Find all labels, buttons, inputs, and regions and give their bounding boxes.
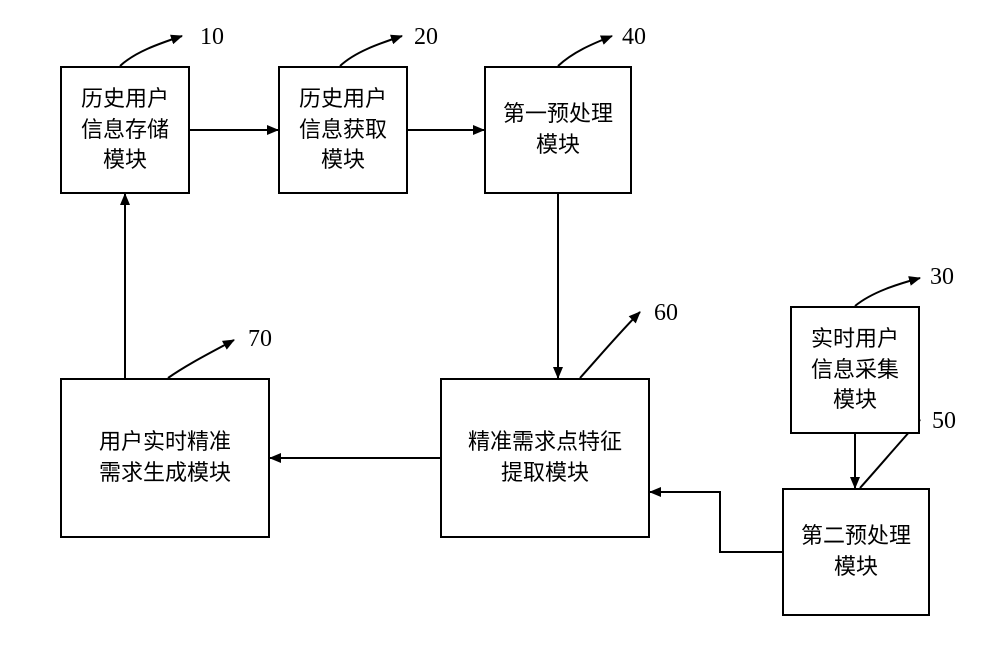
node-n70: 用户实时精准需求生成模块 (60, 378, 270, 538)
node-n30: 实时用户信息采集模块 (790, 306, 920, 434)
node-number-n30: 30 (930, 264, 954, 291)
node-label: 第一预处理模块 (503, 99, 613, 161)
node-n10: 历史用户信息存储模块 (60, 66, 190, 194)
node-n40: 第一预处理模块 (484, 66, 632, 194)
node-n20: 历史用户信息获取模块 (278, 66, 408, 194)
node-label: 实时用户信息采集模块 (811, 324, 899, 416)
node-n50: 第二预处理模块 (782, 488, 930, 616)
node-label: 用户实时精准需求生成模块 (99, 427, 231, 489)
node-number-n40: 40 (622, 24, 646, 51)
callout-1 (340, 36, 402, 66)
node-number-n20: 20 (414, 24, 438, 51)
edge-n50-n60 (650, 492, 782, 552)
node-n60: 精准需求点特征提取模块 (440, 378, 650, 538)
node-label: 精准需求点特征提取模块 (468, 427, 622, 489)
callout-0 (120, 36, 182, 66)
node-label: 历史用户信息获取模块 (299, 84, 387, 176)
node-number-n10: 10 (200, 24, 224, 51)
node-label: 历史用户信息存储模块 (81, 84, 169, 176)
node-label: 第二预处理模块 (801, 521, 911, 583)
node-number-n70: 70 (248, 326, 272, 353)
diagram-canvas: 历史用户信息存储模块 10 历史用户信息获取模块 20 第一预处理模块 40 实时用户信息采… (0, 0, 1000, 668)
callout-2 (558, 36, 612, 66)
callout-3 (855, 278, 920, 306)
callout-6 (168, 340, 234, 378)
callout-5 (580, 312, 640, 378)
node-number-n60: 60 (654, 300, 678, 327)
node-number-n50: 50 (932, 408, 956, 435)
